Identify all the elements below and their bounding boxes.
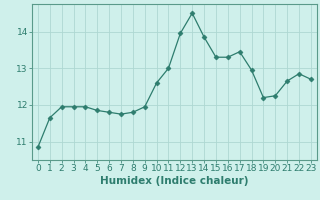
X-axis label: Humidex (Indice chaleur): Humidex (Indice chaleur) xyxy=(100,176,249,186)
